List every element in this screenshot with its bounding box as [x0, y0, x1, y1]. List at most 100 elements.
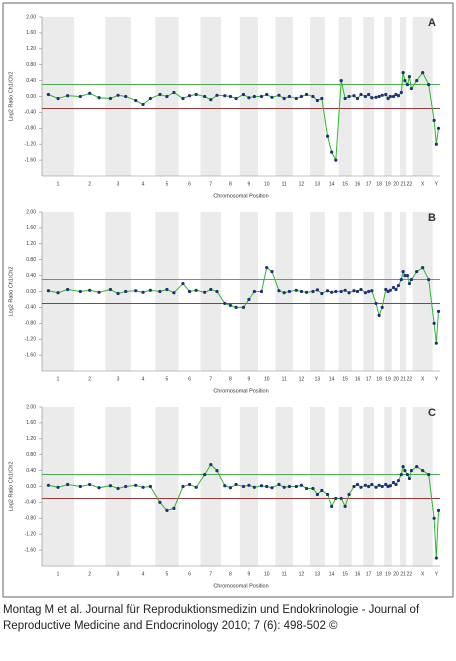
chromosome-band: [412, 17, 433, 176]
data-point: [294, 484, 298, 489]
data-point: [124, 94, 128, 99]
data-point: [203, 472, 207, 477]
data-point: [228, 94, 233, 99]
data-point: [78, 94, 82, 99]
data-point: [343, 288, 347, 292]
data-point: [394, 287, 398, 292]
x-tick-label: X: [421, 181, 425, 187]
data-point: [97, 290, 101, 294]
x-tick-label: 2: [88, 376, 91, 382]
x-tick-label: 10: [264, 181, 270, 187]
data-point: [247, 483, 251, 487]
data-point: [223, 484, 227, 488]
data-point: [241, 484, 246, 489]
data-point: [405, 472, 410, 477]
data-point: [388, 94, 392, 99]
data-point: [215, 93, 219, 97]
x-tick-label: Y: [435, 181, 439, 187]
data-point: [234, 305, 238, 309]
data-point: [304, 290, 309, 294]
x-tick-label: 20: [393, 376, 399, 382]
data-point: [187, 482, 192, 487]
data-point: [252, 485, 256, 489]
data-point: [228, 486, 233, 490]
data-point: [380, 305, 384, 309]
data-point: [415, 270, 419, 274]
data-point: [165, 508, 169, 512]
data-point: [347, 492, 351, 497]
data-point: [88, 288, 92, 292]
data-point: [203, 94, 207, 99]
data-point: [399, 277, 403, 282]
panel-title: C: [428, 407, 436, 419]
data-point: [405, 274, 410, 278]
chromosome-band: [155, 407, 179, 566]
x-tick-label: 18: [376, 571, 382, 577]
data-point: [352, 94, 356, 98]
x-axis-label: Chromosomal Position: [213, 388, 268, 394]
x-tick-label: 15: [342, 571, 348, 577]
x-tick-label: 3: [117, 376, 120, 382]
data-point: [330, 150, 334, 154]
data-point: [377, 94, 381, 99]
data-point: [355, 289, 360, 294]
data-point: [265, 484, 269, 489]
data-point: [141, 290, 145, 294]
data-point: [320, 291, 324, 296]
data-point: [355, 482, 360, 487]
y-tick-label: 1.20: [26, 46, 36, 52]
y-tick-label: 1.20: [26, 241, 36, 247]
x-tick-label: 8: [229, 181, 232, 187]
data-point: [78, 289, 82, 294]
x-tick-label: 21: [400, 571, 406, 577]
x-tick-label: 20: [393, 571, 399, 577]
data-point: [330, 504, 334, 508]
data-point: [377, 483, 381, 487]
x-tick-label: 5: [166, 181, 169, 187]
data-point: [172, 291, 176, 295]
data-point: [294, 288, 298, 292]
data-point: [334, 496, 338, 501]
data-point: [434, 142, 438, 146]
x-tick-label: 10: [264, 571, 270, 577]
data-point: [203, 290, 207, 294]
x-tick-label: 6: [188, 376, 191, 382]
data-point: [311, 486, 315, 491]
chromosome-band: [309, 407, 325, 566]
data-point: [315, 288, 319, 292]
data-point: [421, 71, 425, 75]
data-point: [394, 92, 398, 97]
data-point: [294, 96, 298, 101]
data-point: [391, 94, 396, 99]
data-point: [370, 96, 374, 100]
x-tick-label: 8: [229, 376, 232, 382]
x-tick-label: 15: [342, 181, 348, 187]
x-tick-label: Y: [435, 376, 439, 382]
data-point: [403, 79, 407, 83]
data-point: [374, 301, 378, 306]
data-point: [399, 472, 403, 477]
x-tick-label: 22: [407, 181, 413, 187]
y-tick-label: 1.20: [26, 436, 36, 442]
data-point: [116, 93, 120, 97]
x-tick-label: 20: [393, 181, 399, 187]
x-tick-label: 22: [407, 376, 413, 382]
chromosome-band: [338, 407, 352, 566]
y-tick-label: 1.60: [26, 225, 36, 231]
y-tick-label: -0.40: [25, 110, 37, 116]
x-tick-label: 1: [57, 571, 60, 577]
data-point: [401, 71, 405, 75]
data-point: [380, 484, 384, 489]
data-point: [315, 98, 319, 103]
x-tick-label: 11: [282, 181, 287, 187]
chromosome-band: [309, 17, 325, 176]
y-tick-label: -0.80: [25, 516, 37, 522]
y-tick-label: 1.60: [26, 420, 36, 426]
data-point: [46, 289, 51, 293]
data-point: [66, 482, 70, 487]
chromosome-band: [384, 17, 392, 176]
data-point: [401, 465, 405, 469]
data-point: [359, 485, 363, 489]
data-point: [194, 485, 198, 489]
